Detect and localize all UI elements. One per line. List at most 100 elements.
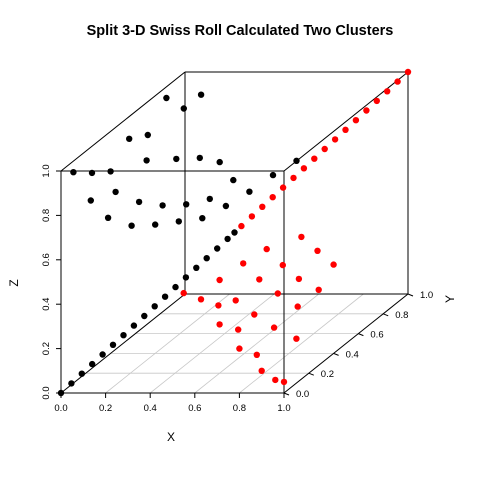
- y-tick-label: 0.0: [296, 389, 309, 400]
- data-point-series-1: [87, 197, 95, 204]
- data-point-series-1: [161, 293, 169, 300]
- data-point-series-1: [182, 274, 190, 281]
- data-point-series-1: [246, 188, 253, 195]
- data-point-series-2: [298, 233, 305, 241]
- data-point-series-1: [109, 341, 117, 348]
- z-tick-label: 0.8: [41, 209, 52, 222]
- floor-grid-line: [194, 293, 320, 394]
- data-point-series-1: [151, 303, 158, 310]
- x-tick-label: 0.6: [188, 403, 201, 414]
- data-point-series-2: [321, 145, 328, 153]
- data-point-series-1: [99, 351, 106, 358]
- data-point-series-2: [235, 326, 242, 333]
- data-point-series-2: [272, 376, 279, 384]
- y-tick-label: 0.4: [346, 349, 359, 360]
- x-tick-label: 0.4: [144, 403, 157, 414]
- data-point-series-2: [330, 261, 337, 268]
- data-point-series-1: [126, 135, 133, 142]
- data-point-series-2: [293, 335, 300, 342]
- x-tick-label: 0.0: [54, 403, 67, 414]
- y-tick-mark: [333, 352, 339, 356]
- data-point-series-2: [251, 311, 258, 318]
- y-tick-label: 1.0: [420, 290, 433, 301]
- data-point-series-1: [203, 255, 210, 262]
- data-point-series-2: [269, 194, 276, 201]
- y-tick-label: 0.8: [395, 310, 408, 321]
- x-tick-label: 0.8: [233, 403, 246, 414]
- data-point-series-2: [263, 245, 270, 253]
- data-point-series-1: [293, 157, 300, 164]
- data-point-series-1: [193, 264, 200, 271]
- data-point-series-2: [314, 247, 321, 254]
- z-tick-label: 0.2: [41, 342, 52, 355]
- floor-grid-line: [239, 293, 364, 394]
- y-tick-mark: [283, 392, 290, 396]
- data-point-series-2: [404, 68, 412, 76]
- box-edge: [283, 293, 409, 394]
- box-edge: [283, 71, 409, 172]
- data-point-series-1: [89, 360, 96, 368]
- data-point-series-1: [143, 157, 150, 164]
- data-point-series-1: [120, 332, 127, 339]
- data-point-series-2: [180, 289, 187, 297]
- y-tick-mark: [407, 293, 414, 297]
- data-point-series-1: [130, 322, 138, 329]
- data-point-series-2: [240, 260, 247, 267]
- z-tick-label: 1.0: [41, 164, 52, 177]
- data-point-series-1: [141, 312, 148, 320]
- data-point-series-2: [384, 88, 391, 95]
- data-point-series-1: [144, 131, 151, 139]
- z-tick-label: 0.6: [41, 253, 52, 266]
- data-point-series-1: [224, 235, 231, 243]
- data-point-series-1: [128, 222, 135, 229]
- data-point-series-1: [269, 171, 277, 179]
- data-point-series-1: [172, 283, 179, 291]
- data-point-series-1: [231, 229, 238, 236]
- x-tick-label: 1.0: [277, 403, 290, 414]
- data-point-series-1: [222, 202, 230, 210]
- data-point-series-1: [152, 221, 159, 228]
- data-point-series-1: [135, 198, 143, 206]
- data-point-series-1: [199, 215, 206, 222]
- data-points: [57, 68, 412, 397]
- data-point-series-1: [216, 158, 223, 166]
- data-point-series-2: [256, 276, 263, 283]
- data-point-series-2: [248, 213, 256, 220]
- y-tick-label: 0.2: [321, 369, 334, 380]
- data-point-series-1: [196, 154, 203, 162]
- data-point-series-2: [352, 117, 360, 124]
- data-point-series-1: [70, 169, 77, 176]
- data-point-series-2: [315, 286, 322, 293]
- data-point-series-2: [232, 297, 239, 304]
- data-point-series-1: [183, 201, 190, 208]
- y-tick-mark: [308, 372, 314, 376]
- data-point-series-1: [173, 155, 180, 163]
- z-tick-label: 0.0: [41, 386, 52, 399]
- data-point-series-1: [175, 218, 182, 225]
- floor-grid-line: [149, 293, 275, 394]
- data-point-series-1: [180, 105, 187, 112]
- data-point-series-2: [215, 302, 222, 309]
- data-point-series-2: [295, 275, 303, 283]
- data-point-series-2: [270, 324, 278, 331]
- data-point-series-1: [214, 245, 221, 252]
- data-point-series-2: [311, 155, 318, 162]
- data-point-series-1: [206, 195, 213, 203]
- data-point-series-2: [394, 78, 401, 85]
- data-point-series-1: [68, 380, 75, 387]
- data-point-series-2: [373, 97, 380, 105]
- axis-ticks: 0.00.00.00.20.20.20.40.40.40.60.60.60.80…: [41, 164, 433, 414]
- z-axis-label: Z: [7, 279, 21, 286]
- y-tick-mark: [358, 333, 364, 337]
- z-tick-label: 0.4: [41, 298, 52, 311]
- data-point-series-1: [107, 168, 114, 175]
- data-point-series-1: [78, 370, 86, 377]
- data-point-series-2: [258, 367, 265, 374]
- data-point-series-2: [216, 276, 223, 284]
- data-point-series-2: [280, 378, 288, 386]
- data-point-series-2: [216, 321, 223, 328]
- data-point-series-2: [236, 345, 243, 352]
- data-point-series-2: [331, 136, 339, 143]
- data-point-series-2: [259, 203, 266, 210]
